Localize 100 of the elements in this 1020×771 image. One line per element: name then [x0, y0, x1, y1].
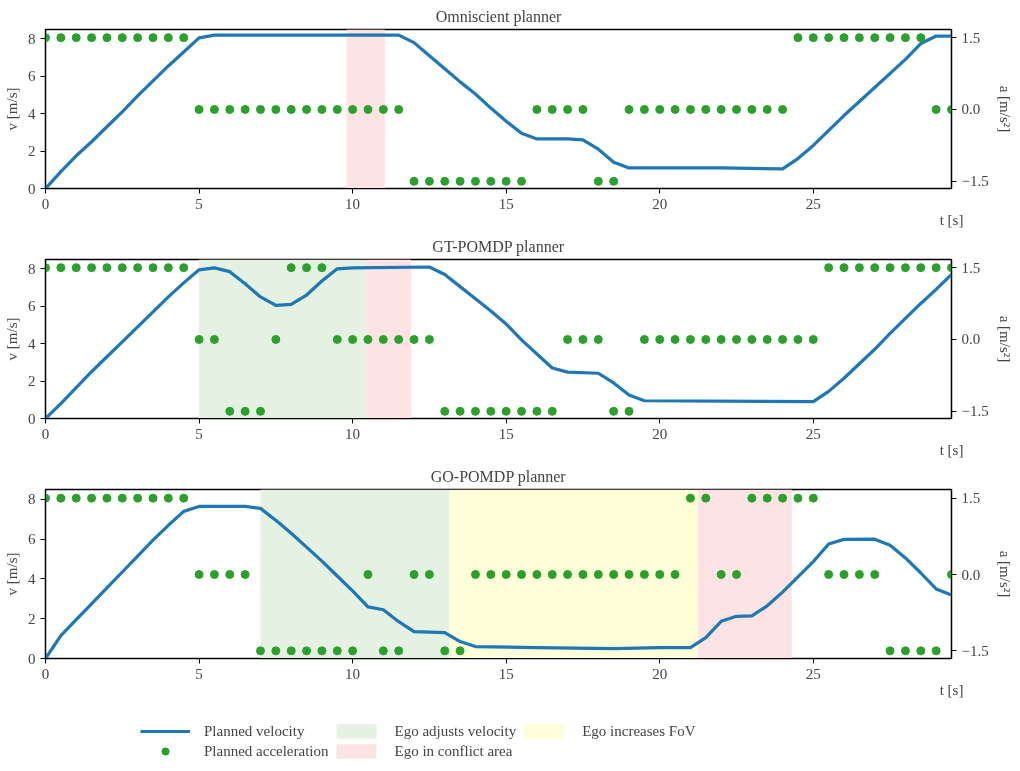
point [148, 263, 158, 273]
point [839, 570, 849, 579]
point [870, 33, 880, 43]
point [363, 104, 373, 114]
point [824, 570, 834, 579]
point [209, 334, 219, 344]
y-tick-label: 6 [28, 531, 36, 548]
point [271, 334, 281, 344]
point [793, 33, 803, 43]
point [900, 33, 910, 43]
point [286, 263, 296, 273]
y-tick-label: 0 [28, 180, 36, 197]
point [793, 334, 803, 344]
point [778, 493, 788, 503]
point [240, 104, 250, 114]
point [624, 570, 634, 579]
point [363, 334, 373, 344]
point [225, 406, 235, 416]
y-tick-label: 8 [28, 491, 36, 508]
point [378, 334, 388, 344]
point [378, 646, 388, 656]
x-tick-label: 25 [805, 195, 821, 212]
chart-title: GO-POMDP planner [430, 467, 567, 486]
point [209, 104, 219, 114]
point [732, 104, 742, 114]
y2-tick-label: 1.5 [961, 490, 981, 507]
point [255, 104, 265, 114]
point [578, 570, 588, 579]
point [455, 646, 465, 656]
point [348, 334, 358, 344]
legend-label: Ego adjusts velocity [394, 722, 517, 740]
point [824, 33, 834, 43]
point [916, 646, 926, 656]
point [532, 406, 542, 416]
point [547, 104, 557, 114]
point [424, 334, 434, 344]
x-tick-label: 20 [652, 665, 668, 682]
point [194, 334, 204, 344]
y2-tick-label: 0.0 [961, 331, 981, 348]
line-series [45, 33, 952, 189]
point [394, 334, 404, 344]
point [593, 176, 603, 186]
y-axis-title: v [m/s] [4, 87, 20, 131]
x-tick-label: 15 [498, 425, 514, 442]
point [747, 493, 757, 503]
x-tick-label: 5 [195, 425, 203, 442]
point [317, 104, 327, 114]
point [639, 570, 649, 579]
chart-title: GT-POMDP planner [432, 237, 565, 256]
y-tick-label: 0 [28, 410, 36, 427]
x-tick-label: 25 [805, 425, 821, 442]
point [563, 334, 573, 344]
point [655, 104, 665, 114]
point [839, 33, 849, 43]
point [271, 104, 281, 114]
point [870, 570, 880, 579]
point [317, 646, 327, 656]
point [732, 570, 742, 579]
point [179, 493, 189, 503]
y2-axis-title: a [m/s²] [996, 315, 1013, 363]
point [578, 104, 588, 114]
y-tick-label: 4 [28, 335, 36, 352]
point [455, 176, 465, 186]
point [578, 334, 588, 344]
point [609, 176, 619, 186]
point [71, 493, 81, 503]
point [56, 493, 66, 503]
point [332, 334, 342, 344]
y-tick-label: 6 [28, 68, 36, 85]
point [348, 646, 358, 656]
legend-label: Planned acceleration [204, 742, 329, 760]
point [762, 104, 772, 114]
point [701, 334, 711, 344]
y2-tick-label: 0.0 [961, 101, 981, 118]
point [394, 646, 404, 656]
point [271, 646, 281, 656]
point [778, 104, 788, 114]
point [163, 263, 173, 273]
point [225, 104, 235, 114]
point [547, 406, 557, 416]
point [624, 104, 634, 114]
point [900, 646, 910, 656]
point [102, 33, 112, 43]
point [87, 493, 97, 503]
point [179, 263, 189, 273]
point [563, 570, 573, 579]
point [563, 104, 573, 114]
x-tick-label: 5 [195, 195, 203, 212]
point [378, 104, 388, 114]
point [854, 33, 864, 43]
point [163, 33, 173, 43]
point [225, 570, 235, 579]
point [486, 406, 496, 416]
legend-label: Planned velocity [204, 722, 305, 740]
point [655, 334, 665, 344]
point [931, 263, 941, 273]
point [87, 33, 97, 43]
point [685, 104, 695, 114]
point [593, 334, 603, 344]
y-tick-label: 2 [28, 373, 36, 390]
